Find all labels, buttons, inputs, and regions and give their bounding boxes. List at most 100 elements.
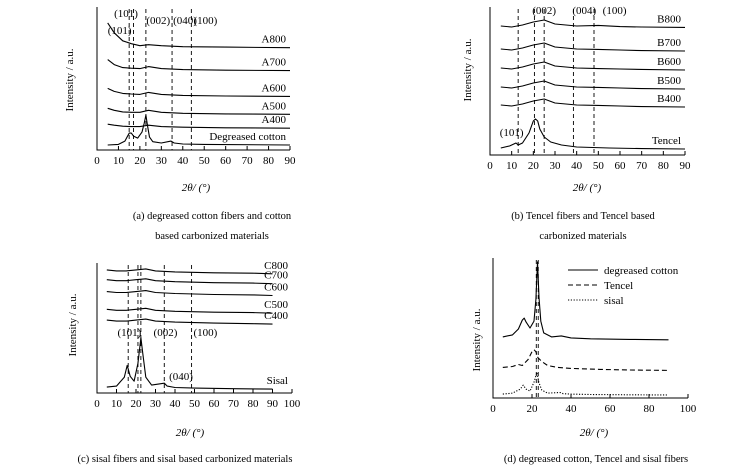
panel-b-peak-annotation: (101)	[500, 127, 524, 139]
panel-b-peak-annotation: (002)	[532, 5, 556, 17]
panel-c-series-line	[106, 278, 273, 285]
panel-d-x-tick-label: 60	[605, 403, 617, 415]
panel-d-x-tick-label: 20	[527, 403, 539, 415]
panel-b-x-tick-label: 50	[593, 160, 605, 172]
panel-c-x-tick-label: 40	[170, 398, 182, 410]
panel-a-series-line	[107, 87, 291, 97]
panel-c-x-tick-label: 50	[189, 398, 201, 410]
panel-d-axes	[492, 258, 688, 399]
panel-b-x-tick-label: 70	[636, 160, 648, 172]
panel-b-series-label: B600	[657, 56, 681, 68]
panel-a-x-tick-label: 40	[177, 155, 189, 167]
panel-b-x-tick-label: 40	[571, 160, 583, 172]
panel-b-caption-line-2: carbonized materials	[539, 231, 626, 242]
panel-c-series-line	[106, 290, 273, 297]
panel-a-y-axis-label: Intensity / a.u.	[64, 48, 76, 111]
panel-c-peak-annotation: (040)	[169, 371, 193, 383]
panel-c-series-label: C700	[264, 270, 288, 282]
panel-b-x-tick-label: 0	[487, 160, 493, 172]
panel-d-x-tick-label: 40	[566, 403, 578, 415]
panel-b-x-tick-label: 20	[528, 160, 540, 172]
panel-a-caption-line-1: (a) degreased cotton fibers and cotton	[133, 211, 292, 222]
panel-b-peak-annotation: (100)	[603, 5, 627, 17]
panel-a-series-label: A700	[262, 57, 287, 69]
panel-b-series-label: Tencel	[652, 135, 681, 147]
panel-c-peak-annotation: (002)	[154, 327, 178, 339]
panel-c-x-axis-label: 2θ/ (°)	[176, 427, 205, 439]
panel-c-series-label: Sisal	[267, 375, 288, 387]
panel-b-series-line	[500, 80, 686, 90]
panel-a-x-tick-label: 0	[94, 155, 100, 167]
panel-c-x-tick-label: 70	[228, 398, 240, 410]
panel-d-x-tick-label: 0	[490, 403, 496, 415]
panel-b-series-line	[500, 61, 686, 71]
panel-c-series-label: C600	[264, 282, 288, 294]
panel-b-series-label: B800	[657, 13, 681, 25]
panel-b-series-label: B500	[657, 75, 681, 87]
panel-c-y-axis-label: Intensity / a.u.	[67, 293, 79, 356]
panel-c-peak-annotation: (100)	[194, 327, 218, 339]
panel-a-x-tick-label: 30	[156, 155, 168, 167]
panel-a-peak-annotation: (002)	[146, 15, 170, 27]
panel-c-series-line	[106, 337, 273, 390]
panel-c-series-line	[106, 307, 273, 314]
panel-a-series-line	[107, 114, 291, 146]
panel-c-x-tick-label: 60	[209, 398, 221, 410]
panel-c-x-tick-label: 80	[248, 398, 260, 410]
panel-b-series-line	[500, 42, 686, 52]
panel-c-series-label: C500	[264, 299, 288, 311]
panel-a-series-label: A600	[262, 82, 287, 94]
panel-b-peak-annotation: (004)	[572, 5, 596, 17]
panel-b-x-axis-label: 2θ/ (°)	[573, 182, 602, 194]
panel-a-x-tick-label: 50	[199, 155, 211, 167]
panel-b-series-line	[500, 19, 686, 28]
panel-b-chart: (b) Tencel fibers and Tencel based carbo…	[462, 5, 691, 242]
panel-a-x-axis-label: 2θ/ (°)	[182, 182, 211, 194]
panel-b-series-line	[500, 98, 686, 108]
panel-c-chart: (c) sisal fibers and sisal based carboni…	[67, 260, 301, 465]
panel-a-chart: (a) degreased cotton fibers and cotton b…	[64, 7, 296, 242]
panel-b-x-tick-label: 80	[658, 160, 670, 172]
panel-c-x-tick-label: 30	[150, 398, 162, 410]
panel-b-series-line	[500, 118, 686, 150]
panel-a-peak-annotation: (101)	[114, 8, 138, 20]
panel-d-chart: (d) degreased cotton, Tencel and sisal f…	[471, 258, 697, 465]
panel-c-x-tick-label: 100	[284, 398, 301, 410]
legend-entry: Tencel	[604, 280, 633, 292]
panel-b-caption-line-1: (b) Tencel fibers and Tencel based	[511, 211, 655, 222]
panel-b-x-tick-label: 60	[615, 160, 627, 172]
panel-a-x-tick-label: 80	[263, 155, 275, 167]
panel-d-series-line	[502, 261, 669, 341]
panel-d-caption-line-1: (d) degreased cotton, Tencel and sisal f…	[504, 454, 688, 465]
panel-d-series-line	[502, 349, 669, 371]
panel-c-x-tick-label: 10	[111, 398, 123, 410]
panel-c-x-tick-label: 90	[267, 398, 279, 410]
panel-a-series-label: A400	[262, 114, 287, 126]
panel-d-x-tick-label: 80	[644, 403, 656, 415]
panel-a-x-tick-label: 10	[113, 155, 125, 167]
panel-a-x-tick-label: 70	[242, 155, 254, 167]
panel-b-series-label: B400	[657, 93, 681, 105]
panel-c-x-tick-label: 20	[131, 398, 143, 410]
panel-a-x-tick-label: 20	[134, 155, 146, 167]
panel-c-peak-annotation: (101)	[117, 327, 141, 339]
legend-entry: sisal	[604, 295, 624, 307]
panel-c-series-label: C400	[264, 310, 288, 322]
legend-entry: degreased cotton	[604, 265, 679, 277]
panel-a-peak-annotation: (040)	[173, 15, 197, 27]
panel-a-x-tick-label: 60	[220, 155, 232, 167]
panel-a-series-label: Degreased cotton	[209, 131, 286, 143]
panel-b-y-axis-label: Intensity / a.u.	[462, 38, 474, 101]
panel-b-series-label: B700	[657, 37, 681, 49]
panel-b-x-tick-label: 10	[506, 160, 518, 172]
panel-a-series-label: A800	[262, 34, 287, 46]
panel-a-caption-line-2: based carbonized materials	[155, 231, 269, 242]
panel-c-series-label: C800	[264, 260, 288, 272]
panel-a-peak-annotation: (101)	[108, 25, 132, 37]
panel-d-x-axis-label: 2θ/ (°)	[580, 427, 609, 439]
panel-a-series-line	[107, 107, 291, 115]
panel-d-x-tick-label: 100	[680, 403, 697, 415]
panel-d-series-line	[502, 371, 669, 396]
panel-b-x-tick-label: 90	[680, 160, 692, 172]
